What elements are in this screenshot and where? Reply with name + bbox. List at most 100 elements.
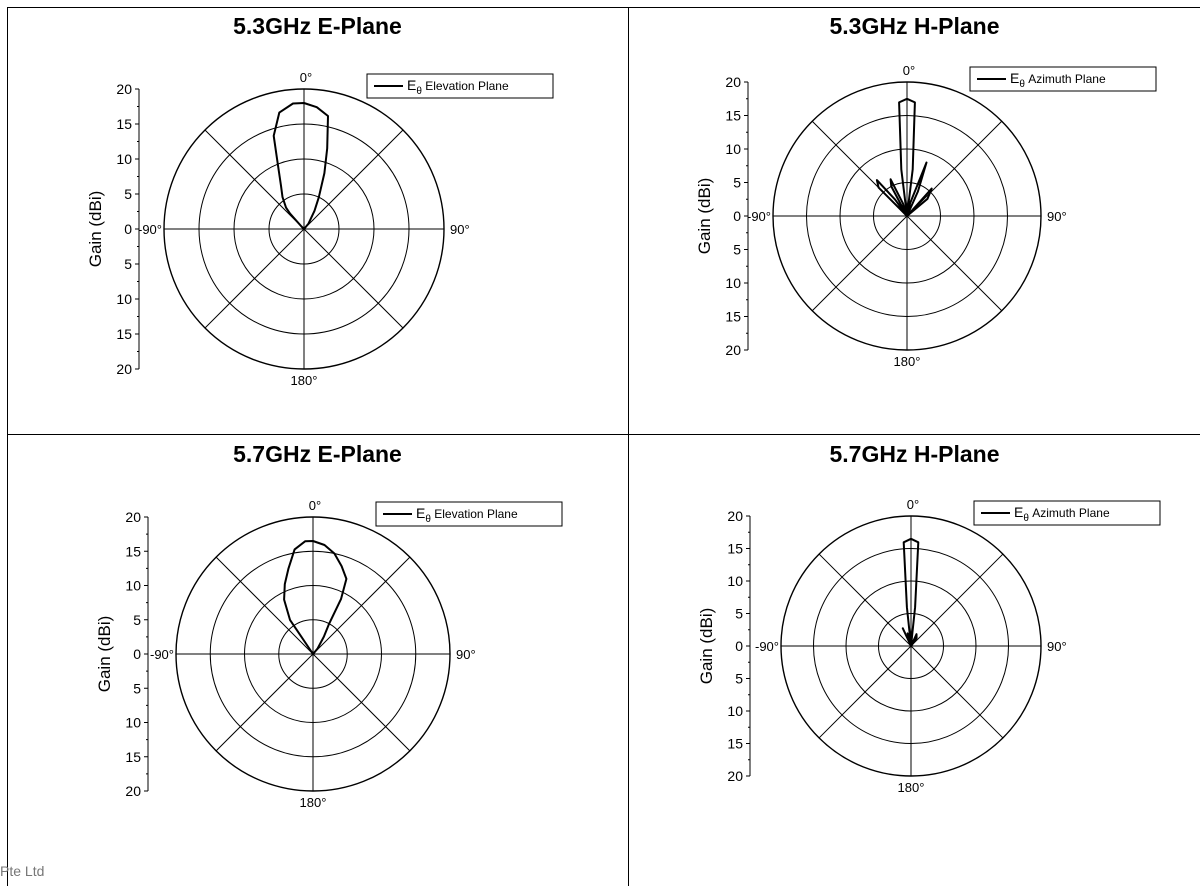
- angle-label-left: -90°: [150, 647, 174, 662]
- angle-label-bottom: 180°: [300, 795, 327, 810]
- legend-label-subscript: θ: [425, 514, 431, 525]
- radial-tick-label: 10: [727, 573, 743, 589]
- radial-tick-label: 15: [125, 543, 141, 559]
- angle-label-right: 90°: [1047, 209, 1067, 224]
- frame-divider: [628, 7, 629, 886]
- grid-spoke: [910, 645, 1004, 739]
- radial-tick-label: 10: [125, 578, 141, 594]
- legend-label-subscript: θ: [1019, 79, 1025, 90]
- grid-spoke: [215, 556, 314, 655]
- y-axis-title: Gain (dBi): [697, 608, 716, 685]
- angle-label-left: -90°: [747, 209, 771, 224]
- angle-label-bottom: 180°: [291, 373, 318, 388]
- polar-chart: 20 15 10 5 0 5 10 15 20 Gain (dBi) 0° 180° -90° 90° Eθ…: [86, 70, 554, 388]
- legend-label-text: Elevation Plane: [431, 507, 518, 521]
- legend-label-text: Azimuth Plane: [1029, 506, 1110, 520]
- series-line: [901, 537, 920, 647]
- series-line: [875, 97, 933, 217]
- radial-tick-label: 15: [725, 309, 741, 325]
- chart-title: 5.3GHz H-Plane: [829, 13, 1000, 39]
- polar-chart: 20 15 10 5 0 5 10 15 20 Gain (dBi) 0° 180° -90° 90° Eθ…: [695, 63, 1157, 369]
- grid-spoke: [312, 556, 411, 655]
- angle-label-right: 90°: [1047, 639, 1067, 654]
- y-axis-title: Gain (dBi): [695, 178, 714, 255]
- radial-tick-label: 20: [125, 509, 141, 525]
- radial-tick-label: 10: [125, 715, 141, 731]
- angle-label-top: 0°: [907, 497, 919, 512]
- radial-tick-label: 5: [133, 612, 141, 628]
- legend-label-main: E: [1014, 504, 1023, 520]
- radial-tick-label: 20: [727, 768, 743, 784]
- radial-tick-label: 0: [735, 638, 743, 654]
- y-axis-title: Gain (dBi): [95, 616, 114, 693]
- grid-spoke: [303, 129, 404, 230]
- radial-tick-label: 20: [727, 508, 743, 524]
- grid-spoke: [910, 553, 1004, 647]
- grid-spoke: [906, 215, 1003, 312]
- grid-spoke: [204, 228, 305, 329]
- legend-label-text: Azimuth Plane: [1025, 72, 1106, 86]
- radial-tick-label: 15: [116, 116, 132, 132]
- grid-spoke: [312, 653, 411, 752]
- radial-tick-label: 5: [733, 175, 741, 191]
- angle-label-left: -90°: [755, 639, 779, 654]
- radial-tick-label: 20: [116, 81, 132, 97]
- radial-tick-label: 5: [124, 256, 132, 272]
- radial-tick-label: 20: [125, 783, 141, 799]
- grid-spoke: [811, 215, 908, 312]
- legend-label: Eθ Elevation Plane: [416, 505, 518, 525]
- radial-tick-label: 10: [116, 291, 132, 307]
- grid-spoke: [215, 653, 314, 752]
- angle-label-top: 0°: [300, 70, 312, 85]
- legend-label-main: E: [1010, 70, 1019, 86]
- series-line: [272, 102, 329, 230]
- grid-spoke: [906, 120, 1003, 217]
- frame-top: [7, 7, 1200, 8]
- legend-label-main: E: [407, 77, 416, 93]
- grid-spoke: [818, 645, 912, 739]
- radial-tick-label: 10: [727, 703, 743, 719]
- polar-chart: 20 15 10 5 0 5 10 15 20 Gain (dBi) 0° 180° -90° 90° Eθ…: [95, 498, 563, 810]
- radial-tick-label: 10: [725, 275, 741, 291]
- grid-spoke: [303, 228, 404, 329]
- radial-tick-label: 15: [116, 326, 132, 342]
- angle-label-right: 90°: [456, 647, 476, 662]
- legend-label-text: Elevation Plane: [422, 79, 509, 93]
- chart-title: 5.7GHz H-Plane: [829, 441, 1000, 467]
- legend-label: Eθ Azimuth Plane: [1010, 70, 1106, 90]
- chart-title: 5.7GHz E-Plane: [233, 441, 402, 467]
- radial-tick-label: 15: [125, 749, 141, 765]
- polar-chart: 20 15 10 5 0 5 10 15 20 Gain (dBi) 0° 180° -90° 90° Eθ…: [697, 497, 1161, 795]
- angle-label-left: -90°: [138, 222, 162, 237]
- footer-text: Pte Ltd: [0, 863, 45, 879]
- frame-left: [7, 7, 8, 886]
- radial-tick-label: 5: [124, 186, 132, 202]
- radial-tick-label: 15: [725, 108, 741, 124]
- radial-tick-label: 15: [727, 541, 743, 557]
- angle-label-bottom: 180°: [894, 354, 921, 369]
- angle-label-top: 0°: [903, 63, 915, 78]
- radial-tick-label: 15: [727, 736, 743, 752]
- legend-label: Eθ Elevation Plane: [407, 77, 509, 97]
- legend-label-subscript: θ: [1023, 513, 1029, 524]
- panel-5-7ghz-e-plane: 5.7GHz E-Plane 20 15 10 5 0 5 10 15 20 Gain (dBi)…: [7, 435, 628, 886]
- panel-5-3ghz-h-plane: 5.3GHz H-Plane 20 15 10 5 0 5 10 15 20 Gain (dBi)…: [629, 7, 1200, 434]
- y-axis-title: Gain (dBi): [86, 191, 105, 268]
- radial-tick-label: 20: [116, 361, 132, 377]
- legend-label-subscript: θ: [416, 86, 422, 97]
- legend-label: Eθ Azimuth Plane: [1014, 504, 1110, 524]
- chart-title: 5.3GHz E-Plane: [233, 13, 402, 39]
- radial-tick-label: 10: [116, 151, 132, 167]
- radial-tick-label: 5: [735, 606, 743, 622]
- angle-label-top: 0°: [309, 498, 321, 513]
- series-line: [283, 540, 348, 655]
- grid-spoke: [204, 129, 305, 230]
- radial-tick-label: 0: [124, 221, 132, 237]
- chart-grid: 5.3GHz E-Plane 20 15 10 5 0 5 10 15 20 Gain (dBi)…: [7, 7, 1200, 886]
- radial-tick-label: 5: [733, 242, 741, 258]
- angle-label-bottom: 180°: [898, 780, 925, 795]
- radial-tick-label: 20: [725, 342, 741, 358]
- radial-tick-label: 5: [735, 671, 743, 687]
- radial-tick-label: 0: [733, 208, 741, 224]
- angle-label-right: 90°: [450, 222, 470, 237]
